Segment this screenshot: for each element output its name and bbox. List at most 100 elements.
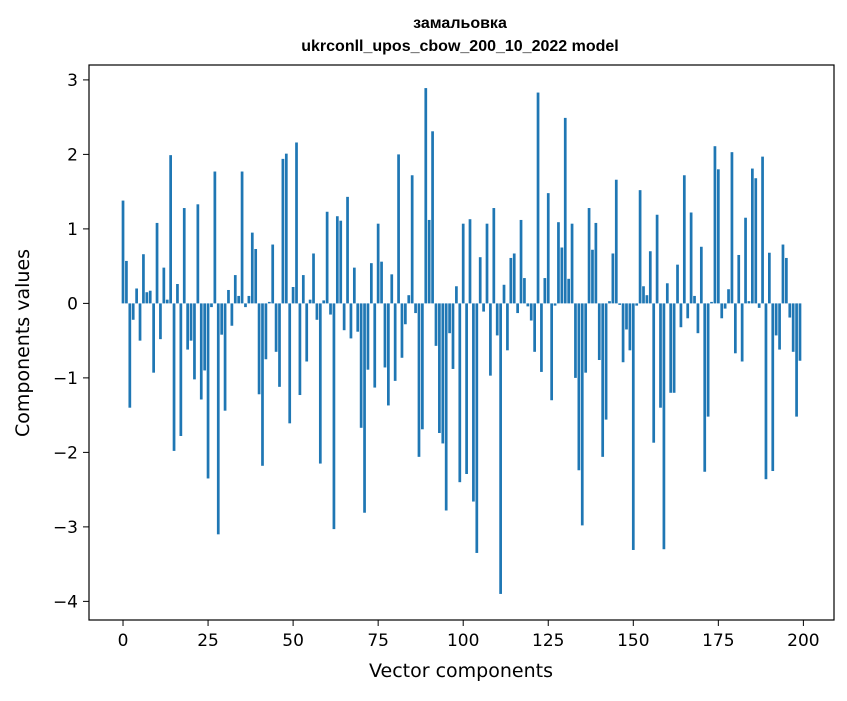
bar [727, 289, 730, 304]
bar [410, 175, 414, 304]
bar [791, 303, 795, 352]
bar [346, 196, 349, 304]
bar [380, 261, 383, 304]
x-tick-label: 175 [702, 631, 734, 651]
x-axis-label: Vector components [369, 660, 553, 682]
bar [747, 301, 751, 304]
bar [669, 303, 673, 393]
bar [468, 219, 472, 304]
y-tick-label: −4 [53, 592, 78, 612]
y-tick-label: 1 [67, 220, 78, 240]
bar [543, 278, 547, 304]
bar [628, 303, 632, 351]
bar [274, 303, 278, 352]
bar [152, 303, 155, 373]
bar [584, 303, 588, 373]
bar [587, 208, 591, 304]
bar [713, 146, 717, 304]
bar [162, 267, 166, 304]
bar [434, 303, 438, 346]
bar [761, 156, 764, 304]
bar [591, 249, 594, 304]
bar [220, 303, 224, 335]
bar [182, 208, 186, 304]
bar [458, 303, 462, 483]
bar [271, 244, 275, 304]
bar [417, 303, 421, 457]
bar [315, 303, 319, 320]
bar [540, 303, 543, 372]
bar [230, 303, 234, 326]
bar [635, 303, 639, 306]
bar [689, 212, 693, 304]
bar [659, 303, 662, 408]
bar [771, 303, 775, 472]
chart-title: замальовка [413, 15, 507, 32]
bar [295, 142, 298, 304]
bar [482, 303, 485, 312]
bar [250, 232, 254, 304]
bar [407, 295, 411, 304]
bar [438, 303, 441, 434]
y-tick-label: −2 [53, 443, 78, 463]
bar [257, 303, 261, 395]
bar [125, 260, 128, 304]
bar [516, 303, 519, 314]
y-tick-label: 3 [67, 71, 78, 91]
bar [247, 295, 251, 304]
bar [703, 303, 707, 472]
bar [699, 246, 703, 304]
bar [648, 251, 652, 304]
bar [597, 303, 601, 361]
bar [288, 303, 292, 424]
bar [349, 303, 353, 339]
bar [601, 303, 605, 457]
bar [642, 286, 645, 304]
bar [210, 303, 213, 308]
bar [550, 303, 554, 401]
bar [369, 263, 373, 304]
bar [121, 200, 125, 304]
bar [529, 303, 533, 321]
bar [199, 303, 203, 400]
bar [679, 303, 683, 328]
bar [798, 303, 802, 361]
bar [652, 303, 656, 443]
x-tick-label: 25 [197, 631, 219, 651]
bar [506, 303, 509, 351]
bar [574, 303, 577, 378]
bar [744, 217, 747, 304]
bar [244, 303, 247, 308]
bar [359, 303, 363, 428]
bar [356, 303, 360, 332]
bar [148, 290, 152, 304]
bar [189, 303, 193, 341]
bar [645, 295, 649, 304]
bar [267, 301, 271, 304]
chart-subtitle: ukrconll_upos_cbow_200_10_2022 model [301, 38, 618, 55]
bar [631, 303, 635, 550]
bar [193, 303, 196, 380]
bar [196, 204, 200, 304]
bar [233, 275, 237, 304]
bar [485, 223, 489, 304]
bar [237, 295, 241, 304]
bar [227, 289, 230, 304]
bar [342, 303, 346, 331]
bar [785, 257, 788, 304]
bar [570, 223, 574, 304]
bar [176, 284, 179, 304]
y-tick-label: −3 [53, 518, 78, 538]
bar [768, 252, 771, 304]
bar [563, 117, 567, 304]
bar [523, 278, 526, 304]
x-tick-label: 100 [447, 631, 479, 651]
bar [621, 303, 625, 363]
bar [686, 303, 690, 319]
bar [489, 303, 492, 376]
bar [159, 303, 162, 340]
bar [424, 88, 428, 304]
bar [608, 301, 611, 304]
bar [655, 214, 659, 304]
bar [676, 264, 679, 304]
